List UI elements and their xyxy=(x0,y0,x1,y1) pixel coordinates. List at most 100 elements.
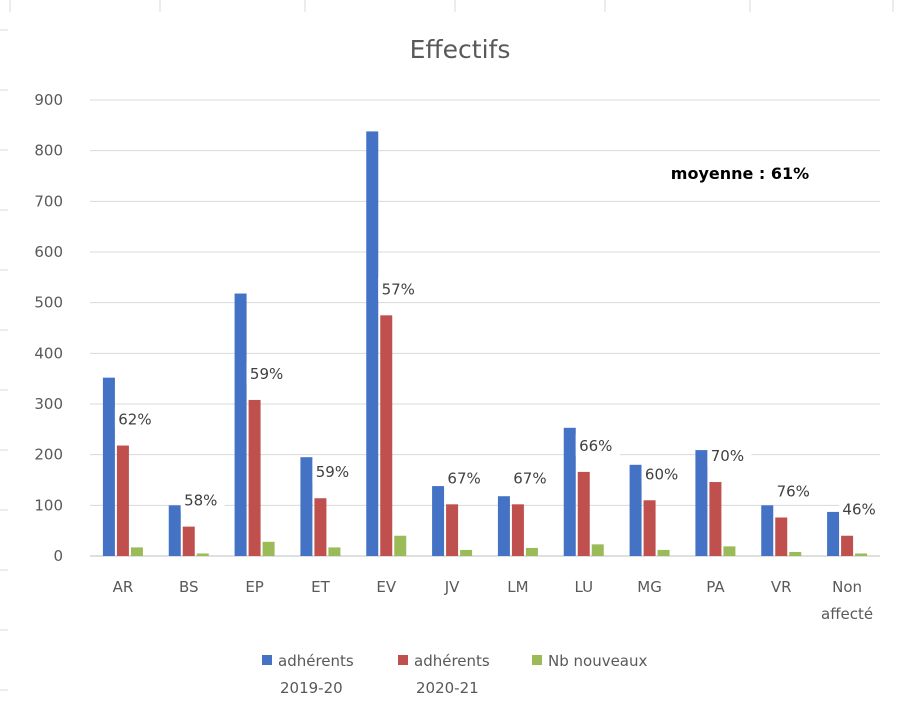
y-tick-label: 0 xyxy=(53,547,63,565)
percentage-label: 66% xyxy=(579,437,612,455)
percentage-label: 60% xyxy=(645,465,678,483)
bar-nouveaux-et xyxy=(328,547,341,556)
percentage-label: 58% xyxy=(184,492,217,510)
bar-2019-20-ar xyxy=(102,377,115,556)
chart-title: Effectifs xyxy=(410,35,511,64)
x-tick-label: PA xyxy=(706,578,725,596)
bar-2020-21-mg xyxy=(643,500,656,556)
bar-2020-21-pa xyxy=(709,482,722,556)
bar-nouveaux-lu xyxy=(591,544,604,556)
bar-nouveaux-ep xyxy=(262,541,275,556)
percentage-label: 67% xyxy=(447,469,480,487)
bar-2020-21-bs xyxy=(182,526,195,556)
legend-swatch xyxy=(262,655,272,665)
bar-2020-21-vr xyxy=(775,517,788,556)
bar-2020-21-ar xyxy=(116,445,129,556)
percentage-label: 59% xyxy=(250,365,283,383)
percentage-label-bg xyxy=(509,466,554,489)
bars xyxy=(102,131,868,556)
y-tick-label: 600 xyxy=(34,243,63,261)
bar-2020-21-ev xyxy=(380,315,393,556)
bar-2019-20-ev xyxy=(366,131,379,556)
bar-2020-21-lu xyxy=(577,471,590,556)
bar-nouveaux-pa xyxy=(723,546,736,556)
y-tick-label: 800 xyxy=(34,142,63,160)
y-tick-label: 300 xyxy=(34,395,63,413)
percentage-label-bg xyxy=(378,277,423,300)
percentage-label-bg xyxy=(839,497,884,520)
y-tick-label: 900 xyxy=(34,91,63,109)
legend-label: 2020-21 xyxy=(416,679,479,697)
x-tick-label: Non xyxy=(832,578,862,596)
average-annotation: moyenne : 61% xyxy=(671,164,809,183)
legend-swatch xyxy=(398,655,408,665)
bar-2019-20-lm xyxy=(497,496,510,556)
bar-2020-21-ep xyxy=(248,399,261,556)
bar-2020-21-non-affecté xyxy=(841,535,854,556)
bar-2019-20-pa xyxy=(695,450,708,556)
y-axis: 0 100 200 300 400 500 600 700 800 900 xyxy=(34,91,63,565)
x-tick-label: ET xyxy=(311,578,330,596)
legend-swatch xyxy=(532,655,542,665)
bar-2019-20-ep xyxy=(234,293,247,556)
bar-2019-20-jv xyxy=(432,486,445,556)
bar-2019-20-non-affecté xyxy=(827,511,840,556)
bar-2019-20-vr xyxy=(761,505,774,556)
x-tick-label: LU xyxy=(574,578,593,596)
legend-label: 2019-20 xyxy=(280,679,343,697)
x-tick-label: BS xyxy=(179,578,199,596)
bar-2019-20-mg xyxy=(629,464,642,556)
bar-nouveaux-mg xyxy=(657,549,670,556)
x-tick-label: VR xyxy=(771,578,792,596)
x-tick-label: EP xyxy=(245,578,264,596)
bar-nouveaux-bs xyxy=(196,553,209,556)
percentage-label: 59% xyxy=(316,463,349,481)
percentage-label: 70% xyxy=(711,447,744,465)
x-tick-label: affecté xyxy=(821,605,873,623)
bar-nouveaux-jv xyxy=(460,549,473,556)
percentage-label-bg xyxy=(575,433,620,456)
legend-label: Nb nouveaux xyxy=(548,652,648,670)
y-tick-label: 700 xyxy=(34,192,63,210)
x-tick-label: LM xyxy=(507,578,528,596)
bar-nouveaux-ar xyxy=(130,547,143,556)
bar-nouveaux-lm xyxy=(525,547,538,556)
percentage-label: 46% xyxy=(842,501,875,519)
bar-2020-21-et xyxy=(314,498,327,556)
bar-2019-20-lu xyxy=(563,427,576,556)
bar-2020-21-lm xyxy=(511,504,524,556)
percentage-label-bg xyxy=(246,361,291,384)
percentage-label: 76% xyxy=(777,482,810,500)
y-tick-label: 400 xyxy=(34,344,63,362)
bar-2019-20-et xyxy=(300,457,313,556)
x-tick-label: MG xyxy=(637,578,662,596)
legend-label: adhérents xyxy=(278,652,354,670)
bar-nouveaux-non-affecté xyxy=(855,553,868,556)
percentage-label-bg xyxy=(114,407,159,430)
percentage-label-bg xyxy=(707,444,752,467)
bar-2020-21-jv xyxy=(446,504,459,556)
x-tick-label: AR xyxy=(113,578,134,596)
percentage-label-bg xyxy=(444,466,489,489)
percentage-label: 62% xyxy=(118,411,151,429)
percentage-label-bg xyxy=(180,488,225,511)
x-tick-label: JV xyxy=(444,578,460,596)
percentage-label-bg xyxy=(773,479,818,502)
y-tick-label: 500 xyxy=(34,294,63,312)
x-tick-label: EV xyxy=(376,578,396,596)
percentage-label-bg xyxy=(641,462,686,485)
x-axis: AR BS EP ET EV JV LM LU MG PA VR Non affecté xyxy=(113,578,874,623)
y-tick-label: 100 xyxy=(34,496,63,514)
bar-nouveaux-ev xyxy=(394,535,407,556)
legend-label: adhérents xyxy=(414,652,490,670)
bar-nouveaux-vr xyxy=(789,551,802,556)
percentage-label-bg xyxy=(312,460,357,483)
worksheet-gridlines xyxy=(0,0,894,691)
percentage-label: 57% xyxy=(382,280,415,298)
y-tick-label: 200 xyxy=(34,446,63,464)
legend: adhérents 2019-20 adhérents 2020-21 Nb nouve… xyxy=(262,652,648,697)
bar-2019-20-bs xyxy=(168,505,181,556)
percentage-labels: 62% 58% 59% 59% 57% 67% 67% 66% 60% 70% 76% 46% xyxy=(114,277,884,520)
percentage-label: 67% xyxy=(513,469,546,487)
